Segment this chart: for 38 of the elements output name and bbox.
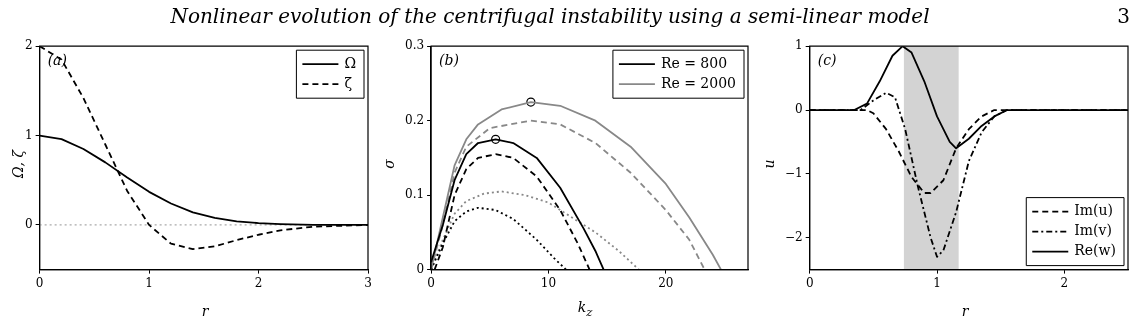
annotation: (c) (817, 51, 837, 68)
x-tick-label: 20 (658, 275, 674, 290)
y-axis-title: u (760, 159, 777, 169)
text: 3 (1117, 4, 1130, 28)
legend-label: Im(u) (1074, 202, 1114, 219)
x-tick-label: 0 (805, 275, 814, 290)
y-tick-label: 0 (795, 102, 803, 117)
y-tick-label: −1 (784, 165, 803, 180)
x-tick-label: 2 (254, 275, 263, 290)
x-tick-label: 3 (364, 275, 372, 290)
y-tick-label: 0.1 (404, 187, 425, 202)
y-tick-label: 0.2 (404, 112, 425, 127)
x-tick-label: 2 (1060, 275, 1069, 290)
x-axis-title: r (960, 303, 970, 319)
y-axis-title: Ω, ζ (10, 149, 27, 179)
x-axis-title: r (200, 303, 210, 319)
y-axis-title: σ (380, 159, 397, 169)
legend-label: Re(w) (1074, 242, 1116, 259)
y-tick-label: 1 (24, 127, 33, 142)
text: Nonlinear evolution of the centrifugal instability using a semi-linear model (169, 4, 931, 28)
legend-label: Im(v) (1074, 222, 1112, 239)
annotation: (b) (439, 51, 459, 68)
x-axis-title: k$_{z}$ (576, 299, 594, 319)
y-tick-label: −2 (784, 229, 803, 244)
y-tick-label: 2 (24, 38, 33, 53)
x-tick-label: 10 (540, 275, 557, 290)
y-tick-label: 1 (795, 38, 803, 53)
y-tick-label: 0.3 (404, 38, 425, 53)
x-tick-label: 0 (35, 275, 44, 290)
legend-label: ζ (344, 74, 353, 91)
y-tick-label: 0 (416, 261, 425, 276)
legend-label: Re = 2000 (660, 74, 737, 91)
x-tick-label: 1 (933, 275, 941, 290)
x-tick-label: 0 (427, 275, 435, 290)
y-tick-label: 0 (24, 217, 33, 232)
legend-label: Ω (344, 54, 356, 71)
x-tick-label: 1 (145, 275, 153, 290)
legend-label: Re = 800 (660, 54, 728, 71)
